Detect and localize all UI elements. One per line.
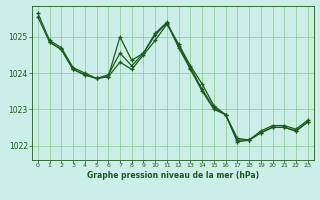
X-axis label: Graphe pression niveau de la mer (hPa): Graphe pression niveau de la mer (hPa) bbox=[87, 171, 259, 180]
